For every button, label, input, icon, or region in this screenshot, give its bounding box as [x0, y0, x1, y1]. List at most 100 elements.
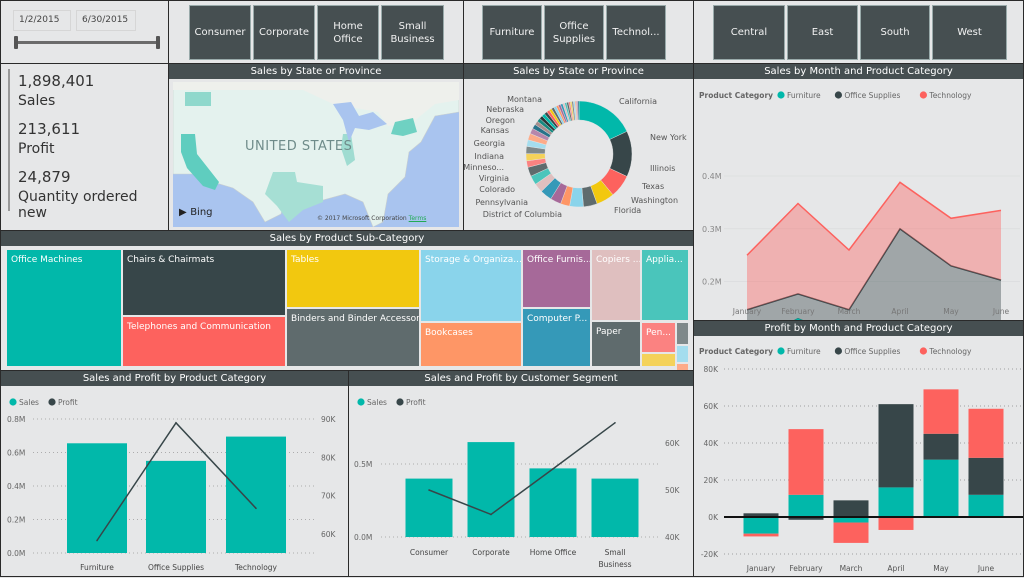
segment-corporate-button[interactable]: Corporate — [253, 5, 315, 60]
profit-line — [428, 422, 616, 516]
map-state-california — [181, 134, 219, 190]
donut-label: District of Columbia — [482, 210, 562, 219]
legend-label: Profit — [58, 398, 78, 407]
x-tick-label: Small — [605, 548, 626, 557]
x-tick-label: February — [789, 564, 823, 573]
profit-point — [428, 489, 430, 491]
x-tick-label: April — [891, 307, 908, 316]
legend-marker — [9, 398, 17, 406]
donut-label: Pennsylvania — [475, 198, 528, 207]
sales-bar — [405, 478, 453, 537]
map-visual: Sales by State or Province UNITED STATES… — [168, 63, 464, 231]
donut-label: Illinois — [650, 164, 676, 173]
donut-slice — [577, 100, 580, 121]
kpi-sales-value: 1,898,401 — [18, 72, 95, 90]
donut-label: Washington — [631, 196, 679, 205]
segment-consumer-button[interactable]: Consumer — [189, 5, 251, 60]
region-south-button[interactable]: South — [860, 5, 930, 60]
map-state-texas — [265, 172, 323, 222]
donut-label: Georgia — [473, 139, 505, 148]
region-slicer: Central East South West — [693, 0, 1024, 64]
region-west-button[interactable]: West — [932, 5, 1007, 60]
bar-technology — [743, 533, 779, 537]
bing-label: Bing — [190, 207, 213, 218]
bar-furniture — [968, 494, 1004, 517]
start-date-handle[interactable] — [14, 36, 18, 49]
bar-office-supplies — [833, 500, 869, 517]
profit-point — [255, 507, 257, 510]
donut-label: California — [619, 97, 657, 106]
profit-stacked-bar-chart: Product Category Furniture Office Supplies… — [699, 347, 1023, 573]
map-canada-land — [173, 82, 459, 126]
treemap-tile[interactable]: Storage & Organiza... — [421, 250, 522, 322]
treemap-tile[interactable]: Computer P... — [523, 309, 591, 367]
kpi-accent-bar — [8, 69, 10, 211]
bar-furniture — [923, 459, 959, 517]
treemap-tile[interactable]: Chairs & Chairmats — [123, 250, 286, 316]
category-office-supplies-button[interactable]: Office Supplies — [544, 5, 604, 60]
treemap-tile[interactable]: Office Furnis... — [523, 250, 591, 308]
area-technology — [747, 182, 1001, 310]
treemap-tile[interactable]: Pen... — [642, 323, 676, 353]
bar-office-supplies — [878, 404, 914, 488]
legend-title: Product Category — [699, 91, 773, 100]
x-tick-label: May — [933, 564, 949, 573]
end-date-input[interactable]: 6/30/2015 — [76, 10, 136, 31]
y-right-tick-label: 80K — [321, 453, 337, 462]
treemap-tile[interactable] — [677, 323, 689, 345]
donut-slice — [578, 100, 628, 140]
treemap: Office Machines Chairs & Chairmats Telepho… — [1, 231, 693, 375]
segment-small-business-button[interactable]: Small Business — [381, 5, 444, 60]
y-left-tick-label: 0.8M — [7, 415, 25, 424]
donut-label: Montana — [507, 95, 542, 104]
end-date-handle[interactable] — [156, 36, 160, 49]
treemap-tile[interactable]: Applia... — [642, 250, 689, 321]
treemap-tile[interactable]: Binders and Binder Accessor... — [287, 309, 420, 367]
start-date-input[interactable]: 1/2/2015 — [13, 10, 71, 31]
legend-label: Office Supplies — [844, 347, 900, 356]
region-central-button[interactable]: Central — [713, 5, 785, 60]
treemap-tile[interactable]: Office Machines — [7, 250, 122, 367]
profit-point — [96, 539, 98, 542]
x-tick-label: May — [943, 307, 959, 316]
legend-marker — [777, 347, 785, 355]
area-office-supplies — [747, 228, 1001, 322]
map-terms-link[interactable]: Terms — [408, 215, 427, 222]
treemap-tile[interactable]: Telephones and Communication — [123, 317, 286, 367]
x-tick-label: Consumer — [410, 548, 449, 557]
date-slicer: 1/2/2015 6/30/2015 — [0, 0, 169, 64]
map-canvas[interactable] — [173, 82, 459, 227]
x-tick-label: March — [840, 564, 863, 573]
bar-technology — [833, 522, 869, 543]
legend-label: Furniture — [787, 91, 821, 100]
treemap-tile[interactable]: Tables — [287, 250, 420, 308]
treemap-tile[interactable]: Copiers ... — [592, 250, 641, 321]
x-tick-label: June — [992, 307, 1010, 316]
legend-marker — [919, 347, 927, 355]
sales-bar — [467, 442, 515, 537]
legend-label: Sales — [19, 398, 39, 407]
treemap-tile[interactable] — [642, 354, 676, 367]
legend-label: Technology — [928, 91, 972, 100]
treemap-tile[interactable]: Paper — [592, 322, 641, 367]
y-tick-label: 0.2M — [702, 278, 722, 287]
y-tick-label: 0.4M — [702, 172, 722, 181]
kpi-profit-label: Profit — [18, 141, 55, 157]
category-furniture-button[interactable]: Furniture — [482, 5, 542, 60]
donut-label: Kansas — [480, 126, 509, 135]
x-tick-label: Business — [598, 560, 631, 569]
region-east-button[interactable]: East — [787, 5, 858, 60]
date-range-track[interactable] — [17, 41, 159, 44]
sales-by-month-visual: Sales by Month and Product Category Prod… — [693, 63, 1024, 322]
treemap-tile[interactable] — [677, 346, 689, 363]
donut-label: Indiana — [474, 152, 504, 161]
treemap-tile[interactable]: Bookcases — [421, 323, 522, 367]
segment-home-office-button[interactable]: Home Office — [317, 5, 379, 60]
category-technology-button[interactable]: Technol... — [606, 5, 666, 60]
profit-point — [614, 421, 616, 424]
y-right-tick-label: 60K — [321, 530, 337, 539]
combo2-title: Sales and Profit by Customer Segment — [349, 371, 693, 386]
profit-point — [552, 468, 554, 470]
kpi-sales-label: Sales — [18, 93, 56, 109]
y-right-tick-label: 70K — [321, 492, 337, 501]
